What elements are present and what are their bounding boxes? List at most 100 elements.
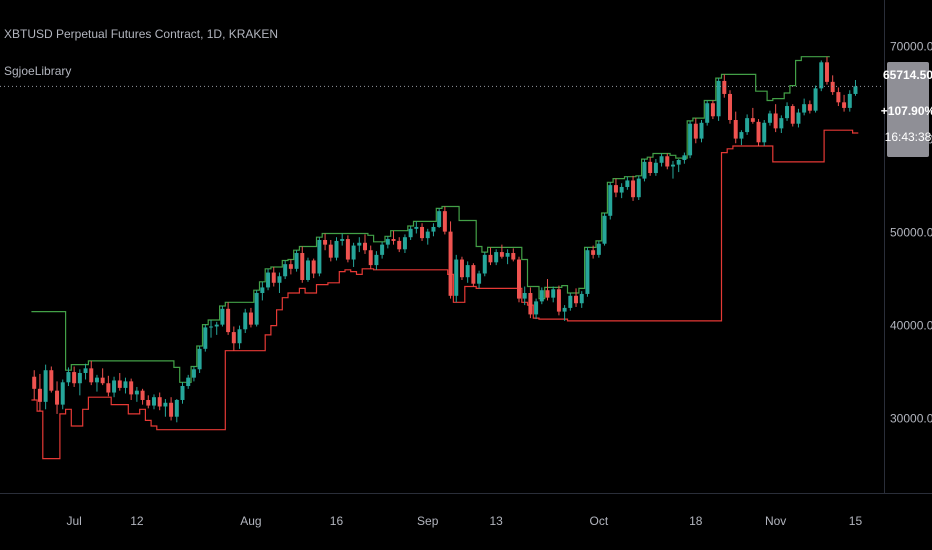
candle[interactable] <box>516 256 521 303</box>
candle[interactable] <box>539 287 544 305</box>
candle[interactable] <box>357 237 362 253</box>
candle[interactable] <box>619 183 624 199</box>
candle[interactable] <box>94 374 99 392</box>
candle[interactable] <box>129 378 134 400</box>
candle[interactable] <box>345 235 350 263</box>
candle[interactable] <box>414 221 419 234</box>
candle[interactable] <box>186 374 191 389</box>
candle[interactable] <box>83 363 88 380</box>
candle[interactable] <box>773 104 778 133</box>
candle[interactable] <box>574 288 579 307</box>
candle[interactable] <box>482 252 487 277</box>
candle[interactable] <box>807 100 812 114</box>
candle[interactable] <box>528 287 533 319</box>
candle[interactable] <box>716 78 721 121</box>
candle[interactable] <box>112 376 117 398</box>
candle[interactable] <box>100 368 105 386</box>
candle[interactable] <box>300 246 305 283</box>
candle[interactable] <box>311 258 316 279</box>
candle[interactable] <box>767 110 772 126</box>
candle[interactable] <box>562 305 567 321</box>
candle[interactable] <box>431 223 436 237</box>
candle[interactable] <box>374 251 379 270</box>
candle[interactable] <box>226 302 231 335</box>
candle[interactable] <box>106 375 111 397</box>
candle[interactable] <box>545 279 550 301</box>
candle[interactable] <box>568 293 573 311</box>
candle[interactable] <box>756 119 761 147</box>
candle[interactable] <box>197 346 202 374</box>
candle[interactable] <box>602 213 607 246</box>
candle[interactable] <box>842 94 847 112</box>
candle[interactable] <box>380 241 385 259</box>
candle[interactable] <box>266 268 271 291</box>
candle[interactable] <box>363 234 368 254</box>
candle[interactable] <box>613 178 618 198</box>
time-axis[interactable]: Jul 12 Aug 16 Sep 13 Oct 18 Nov 15 <box>66 514 862 528</box>
candle[interactable] <box>824 56 829 85</box>
candle[interactable] <box>385 236 390 249</box>
candle[interactable] <box>32 370 37 400</box>
candle[interactable] <box>43 364 48 410</box>
candle[interactable] <box>283 260 288 280</box>
candle[interactable] <box>151 394 156 410</box>
candle[interactable] <box>499 244 504 259</box>
candle[interactable] <box>368 245 373 269</box>
candle[interactable] <box>676 159 681 173</box>
candle[interactable] <box>705 100 710 126</box>
candle[interactable] <box>288 259 293 275</box>
candle[interactable] <box>648 157 653 176</box>
candle[interactable] <box>334 237 339 261</box>
candle[interactable] <box>408 226 413 240</box>
candle[interactable] <box>214 321 219 335</box>
candle[interactable] <box>243 308 248 334</box>
candle[interactable] <box>72 366 77 387</box>
candle[interactable] <box>277 272 282 294</box>
candle[interactable] <box>66 367 71 387</box>
candle[interactable] <box>796 108 801 128</box>
candle[interactable] <box>665 153 670 170</box>
candle[interactable] <box>459 256 464 280</box>
candle[interactable] <box>305 257 310 282</box>
candle[interactable] <box>402 234 407 254</box>
candle[interactable] <box>437 208 442 228</box>
candle[interactable] <box>157 392 162 411</box>
candle[interactable] <box>123 377 128 394</box>
candle[interactable] <box>762 119 767 147</box>
candle[interactable] <box>608 182 613 220</box>
candle[interactable] <box>134 386 139 402</box>
candle[interactable] <box>596 240 601 258</box>
candle[interactable] <box>323 233 328 251</box>
candle[interactable] <box>556 285 561 316</box>
candle[interactable] <box>425 228 430 245</box>
candle[interactable] <box>585 247 590 297</box>
candle[interactable] <box>248 307 253 328</box>
candle[interactable] <box>174 399 179 423</box>
candle[interactable] <box>830 75 835 95</box>
candle[interactable] <box>220 306 225 327</box>
candle[interactable] <box>505 249 510 265</box>
candle[interactable] <box>420 223 425 241</box>
candle[interactable] <box>60 379 65 410</box>
candle[interactable] <box>180 382 185 404</box>
candle[interactable] <box>488 247 493 266</box>
candle[interactable] <box>203 324 208 352</box>
candle[interactable] <box>117 373 122 391</box>
candle[interactable] <box>191 366 196 382</box>
candle[interactable] <box>739 130 744 146</box>
candle[interactable] <box>511 248 516 262</box>
candle[interactable] <box>642 159 647 182</box>
candle[interactable] <box>728 90 733 124</box>
candle[interactable] <box>146 395 151 409</box>
candle[interactable] <box>294 250 299 272</box>
candle[interactable] <box>340 233 345 246</box>
candle[interactable] <box>49 366 54 393</box>
candle[interactable] <box>779 115 784 134</box>
candle[interactable] <box>77 369 82 396</box>
candle[interactable] <box>477 270 482 289</box>
candle[interactable] <box>710 100 715 120</box>
candle[interactable] <box>682 152 687 164</box>
candle[interactable] <box>733 111 738 144</box>
candle[interactable] <box>55 381 60 414</box>
